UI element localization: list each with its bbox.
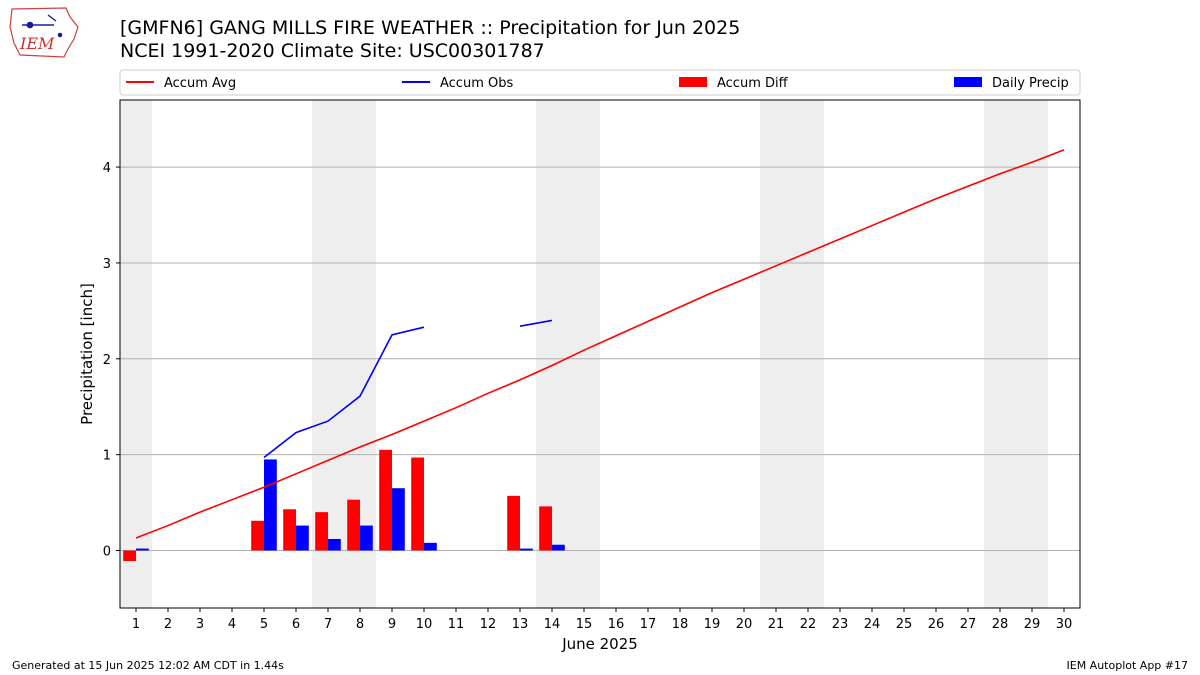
y-tick-label: 2: [103, 353, 111, 368]
daily-precip-bar: [424, 542, 437, 551]
daily-precip-bar: [360, 525, 373, 551]
x-tick-label: 17: [640, 617, 657, 632]
legend-daily-precip-swatch: [954, 77, 982, 87]
y-tick-label: 0: [103, 544, 111, 559]
x-tick-label: 12: [480, 617, 497, 632]
x-tick-label: 19: [704, 617, 721, 632]
weekend-band: [984, 100, 1048, 608]
x-tick-label: 27: [960, 617, 977, 632]
x-tick-label: 18: [672, 617, 689, 632]
legend: Accum Avg Accum Obs Accum Diff Daily Precip: [119, 69, 1081, 96]
x-tick-label: 26: [928, 617, 945, 632]
x-tick-label: 24: [864, 617, 881, 632]
daily-precip-bar: [392, 488, 405, 551]
daily-precip-bar: [136, 548, 149, 551]
x-axis: 1 2 3 4 5 6 7 8 9 10 11 12 13 14 15 16 17 18 19 20 21 22 23 24 2…: [132, 608, 1072, 632]
chart-subtitle: NCEI 1991-2020 Climate Site: USC00301787: [120, 40, 545, 62]
weekend-band: [760, 100, 824, 608]
x-tick-label: 11: [448, 617, 465, 632]
x-tick-label: 13: [512, 617, 529, 632]
app-credit: IEM Autoplot App #17: [1066, 659, 1189, 672]
x-tick-label: 25: [896, 617, 913, 632]
weekend-shading: [120, 100, 1048, 608]
accum-diff-bar: [507, 495, 520, 551]
x-axis-label: June 2025: [561, 635, 638, 653]
daily-precip-bar: [520, 548, 533, 551]
iem-logo: IEM: [9, 7, 79, 58]
accum-diff-bar: [123, 550, 136, 562]
y-tick-label: 1: [103, 449, 111, 464]
x-tick-label: 14: [544, 617, 561, 632]
x-tick-label: 29: [1024, 617, 1041, 632]
x-tick-label: 3: [196, 617, 204, 632]
bar-series: [123, 449, 565, 562]
accum-avg-line: [135, 149, 1065, 539]
y-axis-label: Precipitation [inch]: [78, 283, 96, 425]
x-tick-label: 20: [736, 617, 753, 632]
legend-accum-diff-label: Accum Diff: [717, 76, 789, 91]
x-tick-label: 28: [992, 617, 1009, 632]
daily-precip-bar: [296, 525, 309, 551]
y-axis: 0 1 2 3 4: [103, 161, 120, 559]
x-tick-label: 16: [608, 617, 625, 632]
accum-diff-bar: [251, 520, 264, 551]
x-tick-label: 6: [292, 617, 300, 632]
x-tick-label: 22: [800, 617, 817, 632]
accum-obs-line: [263, 326, 425, 459]
chart-title: [GMFN6] GANG MILLS FIRE WEATHER :: Preci…: [120, 17, 741, 39]
accum-obs-line: [519, 319, 553, 327]
generated-timestamp: Generated at 15 Jun 2025 12:02 AM CDT in…: [12, 659, 284, 672]
legend-accum-diff-swatch: [679, 77, 707, 87]
x-tick-label: 8: [356, 617, 364, 632]
daily-precip-bar: [264, 459, 277, 551]
x-tick-label: 21: [768, 617, 785, 632]
legend-accum-obs-label: Accum Obs: [440, 76, 513, 91]
x-tick-label: 23: [832, 617, 849, 632]
x-tick-label: 2: [164, 617, 172, 632]
x-tick-label: 1: [132, 617, 140, 632]
weekend-band: [120, 100, 152, 608]
x-tick-label: 7: [324, 617, 332, 632]
y-tick-label: 4: [103, 161, 111, 176]
x-tick-label: 5: [260, 617, 268, 632]
plot-area-frame: [119, 99, 1081, 609]
legend-daily-precip-label: Daily Precip: [992, 76, 1069, 91]
accum-diff-bar: [411, 457, 424, 551]
x-tick-label: 4: [228, 617, 236, 632]
accum-diff-bar: [283, 509, 296, 551]
daily-precip-bar: [328, 538, 341, 551]
x-tick-label: 10: [416, 617, 433, 632]
legend-box: [119, 69, 1081, 96]
logo-text: IEM: [19, 34, 55, 53]
weather-station-icon: [22, 14, 63, 38]
y-tick-label: 3: [103, 257, 111, 272]
legend-accum-avg-label: Accum Avg: [164, 76, 236, 91]
accum-diff-bar: [315, 512, 328, 551]
x-tick-label: 30: [1056, 617, 1073, 632]
y-gridlines: [120, 166, 1080, 551]
accum-diff-bar: [347, 499, 360, 551]
daily-precip-bar: [552, 544, 565, 551]
accum-diff-bar: [539, 506, 552, 551]
x-tick-label: 15: [576, 617, 593, 632]
x-tick-label: 9: [388, 617, 396, 632]
accum-diff-bar: [379, 449, 392, 551]
line-series: [135, 149, 1065, 539]
iowa-outline-icon: [9, 7, 79, 58]
